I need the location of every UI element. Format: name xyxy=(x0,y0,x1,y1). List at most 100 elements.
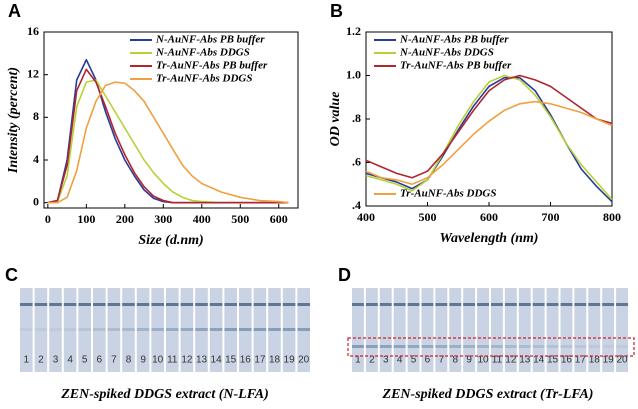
data-line xyxy=(365,76,613,203)
strip-number: 16 xyxy=(240,355,252,366)
test-line xyxy=(463,345,476,348)
test-line xyxy=(574,345,587,348)
control-line xyxy=(136,303,150,306)
strip-number: 16 xyxy=(561,355,573,366)
control-line xyxy=(504,303,517,306)
control-line xyxy=(602,303,615,306)
x-tick-label: 500 xyxy=(419,210,437,224)
control-line xyxy=(209,303,223,306)
test-strip xyxy=(393,288,406,372)
control-line xyxy=(20,303,33,306)
test-line xyxy=(546,345,559,348)
test-strip xyxy=(435,288,448,372)
test-strip xyxy=(365,288,378,372)
test-strip xyxy=(407,288,420,372)
panel-label: B xyxy=(330,1,343,21)
test-line xyxy=(224,328,237,331)
test-line xyxy=(477,345,489,348)
strip-number: 4 xyxy=(397,355,403,366)
test-line xyxy=(180,328,194,331)
test-strip xyxy=(588,288,601,372)
legend-label: Tr-AuNF-Abs PB buffer xyxy=(156,60,268,72)
x-tick-label: 500 xyxy=(231,212,249,226)
control-line xyxy=(282,303,296,306)
control-line xyxy=(34,303,48,306)
x-tick-label: 300 xyxy=(154,212,172,226)
test-line xyxy=(602,345,615,348)
test-line xyxy=(63,328,77,331)
y-tick-label: .4 xyxy=(352,198,361,212)
legend-label: N-AuNF-Abs PB buffer xyxy=(155,34,265,46)
test-line xyxy=(78,328,91,331)
test-strip xyxy=(504,288,517,372)
data-line xyxy=(365,100,613,186)
test-strip xyxy=(574,288,587,372)
test-line xyxy=(588,345,601,348)
test-line xyxy=(616,345,628,348)
highlight-box xyxy=(347,337,635,357)
strip-number: 19 xyxy=(603,355,615,366)
test-line xyxy=(518,345,531,348)
data-line xyxy=(365,74,613,179)
strip-number: 12 xyxy=(505,355,517,366)
test-strip xyxy=(151,288,164,372)
y-tick-label: .6 xyxy=(352,154,361,168)
test-line xyxy=(379,345,392,348)
control-line xyxy=(195,303,208,306)
x-axis-label: Size (d.nm) xyxy=(138,233,203,248)
data-line xyxy=(47,68,289,204)
test-line xyxy=(49,328,62,331)
strip-number: 11 xyxy=(167,355,178,366)
test-strip xyxy=(379,288,392,372)
test-strip xyxy=(63,288,77,372)
control-line xyxy=(449,303,462,306)
strip-number: 6 xyxy=(97,355,103,366)
test-line xyxy=(560,345,573,348)
control-line xyxy=(491,303,503,306)
y-tick-label: 16 xyxy=(27,24,39,38)
control-line xyxy=(421,303,434,306)
strip-number: 11 xyxy=(492,355,503,366)
strip-number: 17 xyxy=(254,355,266,366)
test-line xyxy=(449,345,462,348)
y-axis-label: OD value xyxy=(328,92,343,147)
test-line xyxy=(435,345,448,348)
x-tick-label: 400 xyxy=(357,210,375,224)
x-tick-label: 200 xyxy=(116,212,134,226)
test-line xyxy=(93,328,106,331)
test-line xyxy=(34,328,48,331)
control-line xyxy=(49,303,62,306)
strip-number: 8 xyxy=(452,355,458,366)
control-line xyxy=(352,303,364,306)
strip-number: 5 xyxy=(82,355,88,366)
strip-number: 1 xyxy=(355,355,361,366)
control-line xyxy=(253,303,267,306)
test-strip xyxy=(602,288,615,372)
test-line xyxy=(136,328,150,331)
strip-number: 9 xyxy=(140,355,146,366)
strip-number: 18 xyxy=(269,355,281,366)
panel-label: C xyxy=(5,265,18,285)
strip-number: 7 xyxy=(439,355,445,366)
strip-number: 10 xyxy=(152,355,164,366)
control-line xyxy=(107,303,121,306)
strip-number: 9 xyxy=(466,355,472,366)
x-tick-label: 0 xyxy=(45,212,51,226)
x-tick-label: 100 xyxy=(77,212,95,226)
panel-label: D xyxy=(338,265,351,285)
test-strip xyxy=(78,288,91,372)
test-line xyxy=(268,328,281,331)
x-axis-label: Wavelength (nm) xyxy=(440,231,539,246)
strip-number: 20 xyxy=(298,355,310,366)
strip-number: 15 xyxy=(547,355,559,366)
control-line xyxy=(224,303,237,306)
test-line xyxy=(107,328,121,331)
test-line xyxy=(407,345,420,348)
legend-label: Tr-AuNF-Abs DDGS xyxy=(156,73,252,85)
test-line xyxy=(297,328,310,331)
legend-label: N-AuNF-Abs DDGS xyxy=(399,47,494,59)
test-strip xyxy=(352,288,364,372)
y-tick-label: 1.2 xyxy=(346,24,361,38)
y-tick-label: 0 xyxy=(33,194,39,208)
test-line xyxy=(532,345,545,348)
